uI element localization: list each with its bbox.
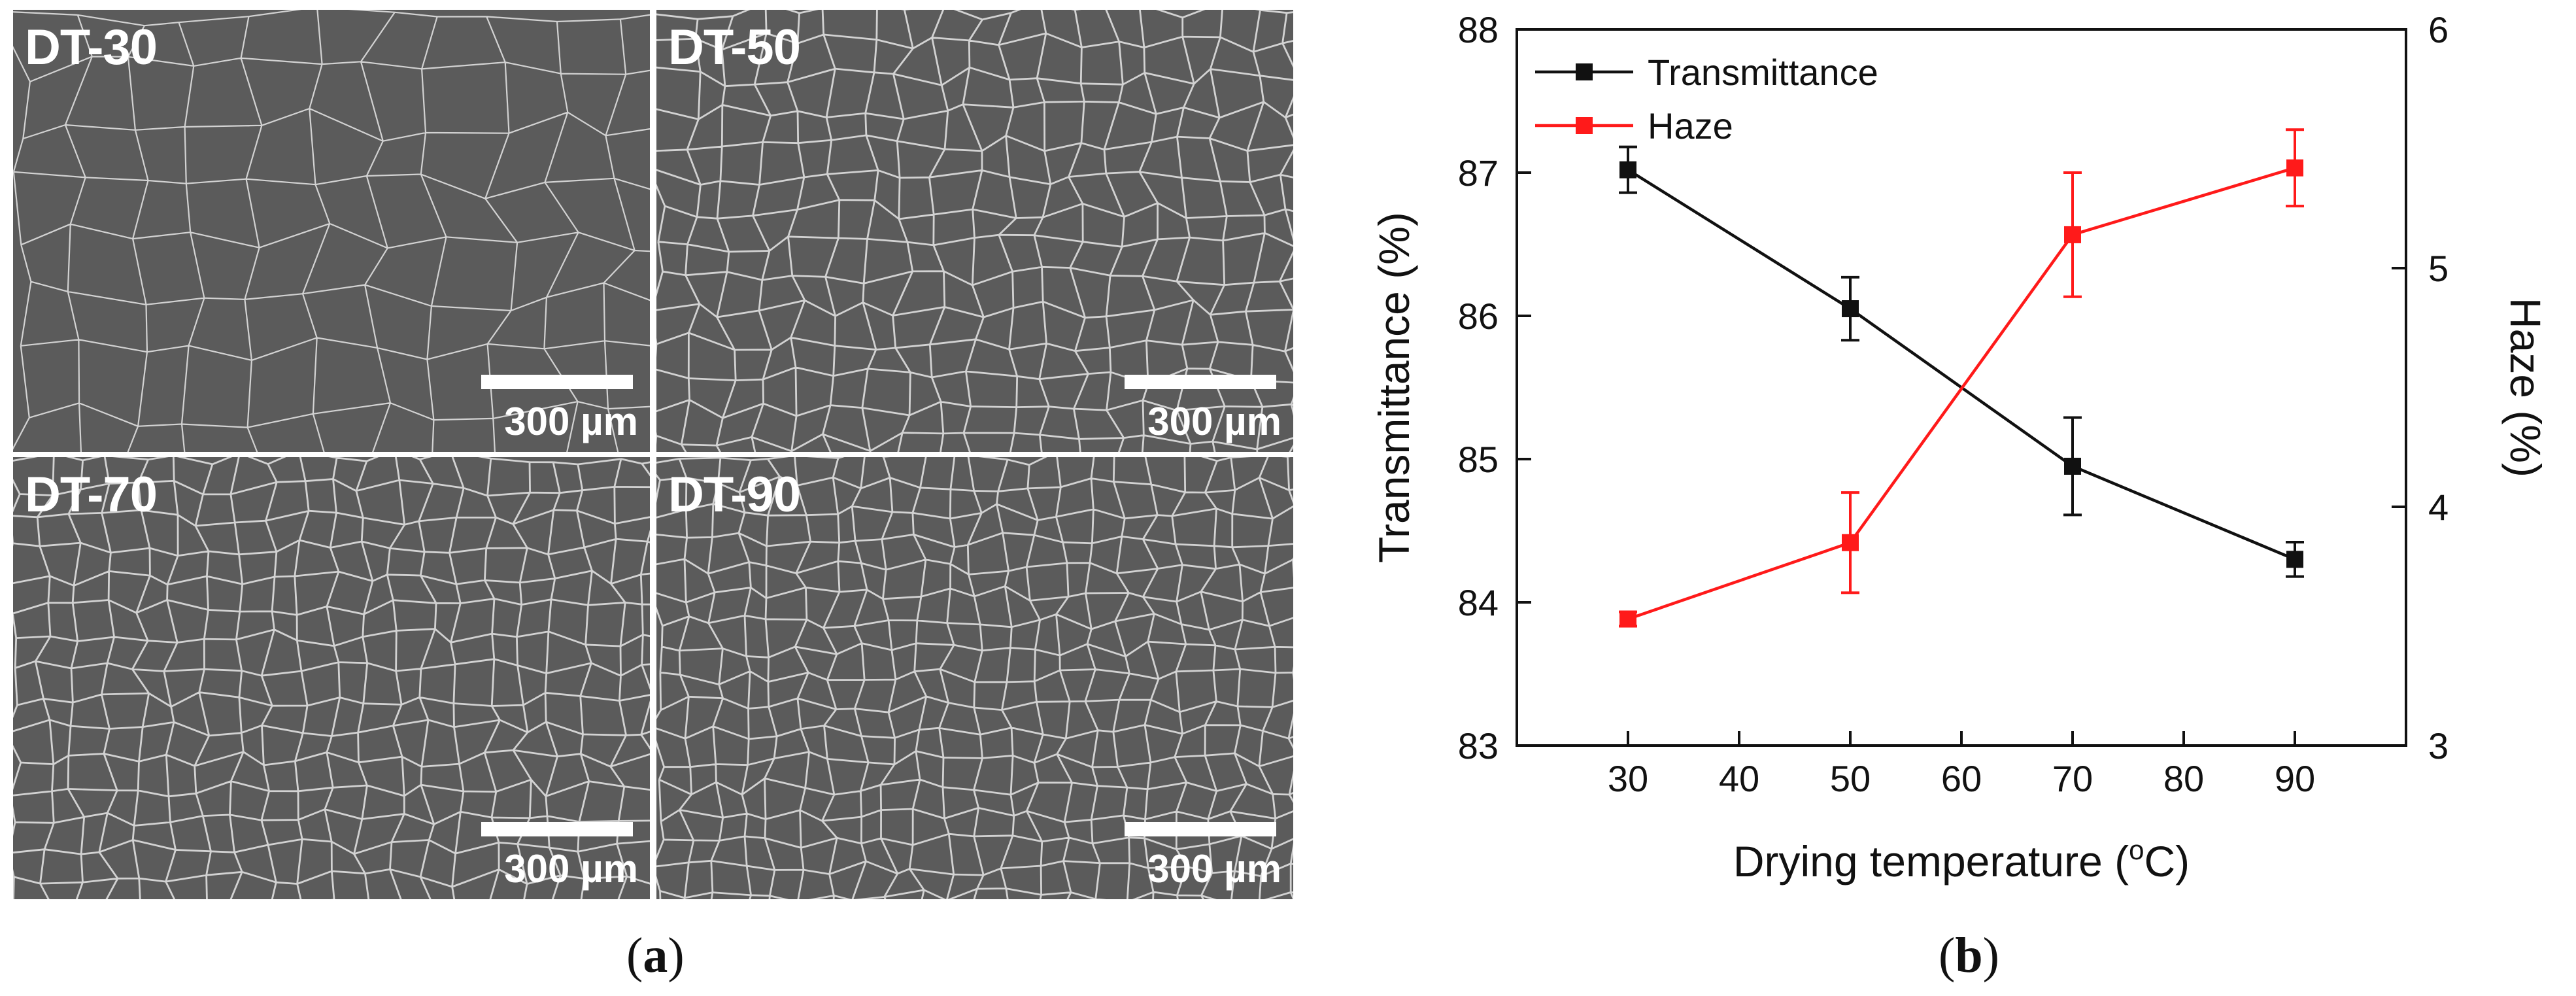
y-left-axis-label: Transmittance (%) xyxy=(1370,212,1418,563)
x-tick-label: 90 xyxy=(2275,758,2315,799)
caption-a-open: ( xyxy=(626,928,643,983)
y-right-axis-label: Haze (%) xyxy=(2501,298,2550,477)
data-point xyxy=(2064,457,2081,475)
micrograph-dt70: DT-70 300 µm xyxy=(13,457,650,899)
tile-label: DT-70 xyxy=(25,467,158,523)
caption-b-open: ( xyxy=(1939,928,1956,983)
scale-bar xyxy=(1125,375,1276,389)
scale-bar xyxy=(481,375,633,389)
crack-network xyxy=(656,10,1293,452)
data-point xyxy=(2286,159,2303,177)
transmittance-haze-chart: 30 40 50 60 70 80 90 83 84 85 86 87 88 3 4 5 6 Drying tem… xyxy=(1370,9,2550,885)
series-line-haze xyxy=(1627,166,2296,621)
micrograph-dt50: DT-50 300 µm xyxy=(656,10,1293,452)
micrograph-panel: DT-30 300 µm DT-50 300 µm DT-70 300 µm D… xyxy=(13,10,1293,899)
scale-bar xyxy=(481,822,633,836)
caption-a: (a) xyxy=(626,927,685,984)
tile-label: DT-50 xyxy=(668,20,801,75)
y-left-tick-label: 88 xyxy=(1458,9,1499,50)
cell-walls xyxy=(13,10,650,452)
scale-bar xyxy=(1125,822,1276,836)
y-left-tick-label: 83 xyxy=(1458,725,1499,766)
tile-label: DT-90 xyxy=(668,467,801,523)
data-point xyxy=(2286,551,2303,568)
scale-text: 300 µm xyxy=(1147,847,1281,891)
legend-label: Transmittance xyxy=(1648,52,1878,93)
crack-network xyxy=(656,457,1293,899)
data-point xyxy=(2064,226,2081,243)
x-tick-label: 70 xyxy=(2052,758,2093,799)
x-axis-label: Drying temperature (oC) xyxy=(1733,834,2190,885)
y-left-tick-label: 86 xyxy=(1458,296,1499,337)
tile-label: DT-30 xyxy=(25,20,158,75)
x-tick-label: 50 xyxy=(1830,758,1871,799)
caption-a-letter: a xyxy=(643,928,668,983)
micrograph-dt90: DT-90 300 µm xyxy=(656,457,1293,899)
scale-text: 300 µm xyxy=(504,847,638,891)
y-left-tick-label: 84 xyxy=(1458,582,1499,623)
cell-walls xyxy=(656,10,1293,452)
data-point xyxy=(1842,534,1859,551)
scale-text: 300 µm xyxy=(1147,400,1281,443)
caption-b: (b) xyxy=(1939,927,1999,984)
data-point xyxy=(1842,300,1859,318)
cell-walls xyxy=(656,457,1293,899)
data-point xyxy=(1619,610,1636,628)
y-right-tick-label: 4 xyxy=(2428,487,2449,528)
legend-marker xyxy=(1576,63,1593,80)
x-tick-label: 60 xyxy=(1941,758,1982,799)
series-line-transmittance xyxy=(1627,168,2296,561)
scale-text: 300 µm xyxy=(504,400,638,443)
y-left-tick-label: 85 xyxy=(1458,439,1499,480)
caption-b-close: ) xyxy=(1982,928,1999,983)
caption-b-letter: b xyxy=(1955,928,1983,983)
y-right-tick-label: 5 xyxy=(2428,248,2449,289)
data-point xyxy=(1619,161,1636,179)
legend-label: Haze xyxy=(1648,105,1733,146)
y-right-tick-label: 3 xyxy=(2428,725,2449,766)
caption-a-close: ) xyxy=(668,928,685,983)
x-tick-label: 80 xyxy=(2163,758,2204,799)
micrograph-dt30: DT-30 300 µm xyxy=(13,10,650,452)
legend-marker xyxy=(1576,117,1593,134)
y-left-tick-label: 87 xyxy=(1458,152,1499,194)
x-tick-label: 40 xyxy=(1719,758,1759,799)
crack-network xyxy=(13,10,650,452)
x-tick-label: 30 xyxy=(1608,758,1648,799)
y-right-tick-label: 6 xyxy=(2428,9,2449,50)
